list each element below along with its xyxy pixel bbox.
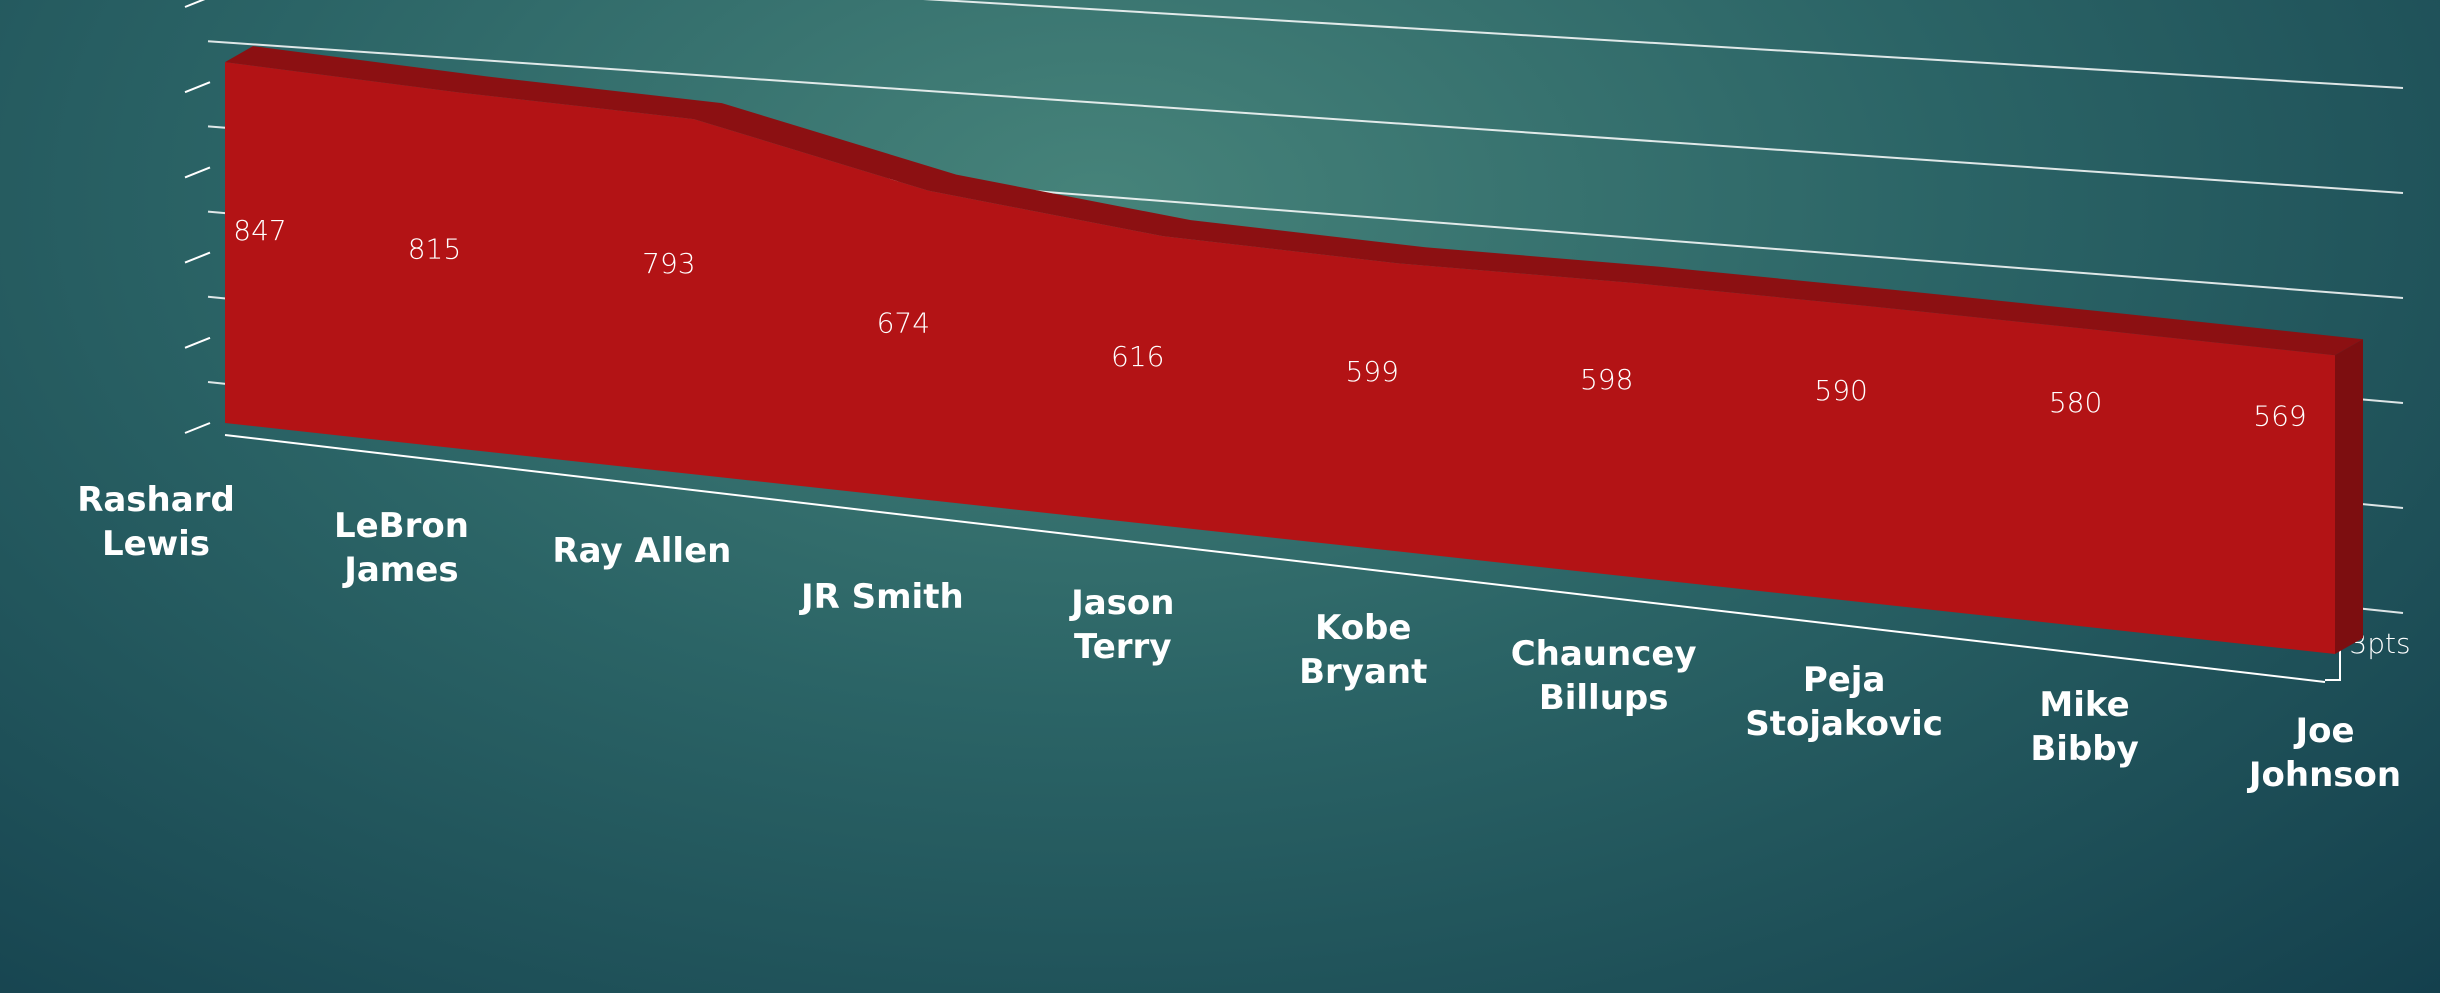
data-label: 590 bbox=[1814, 374, 1867, 407]
floor-line bbox=[224, 434, 2326, 683]
data-label: 598 bbox=[1580, 363, 1633, 396]
y-tick-mark bbox=[184, 422, 211, 434]
y-tick-mark bbox=[184, 251, 211, 264]
y-tick-mark bbox=[184, 336, 211, 349]
data-label: 674 bbox=[877, 307, 930, 340]
grid-line bbox=[923, 0, 2404, 89]
data-label: 599 bbox=[1345, 355, 1398, 388]
y-tick-mark bbox=[184, 81, 211, 94]
data-label: 793 bbox=[642, 247, 695, 280]
category-label: Rashard Lewis bbox=[77, 480, 235, 564]
category-label: Mike Bibby bbox=[2030, 685, 2139, 770]
y-tick-mark bbox=[184, 0, 206, 8]
data-label: 815 bbox=[408, 233, 461, 266]
category-label: JR Smith bbox=[800, 577, 964, 617]
data-label: 847 bbox=[233, 214, 286, 247]
data-label: 580 bbox=[2049, 386, 2102, 419]
category-label: Jason Terry bbox=[1071, 582, 1175, 667]
area-depth bbox=[225, 46, 2363, 356]
data-label: 616 bbox=[1111, 340, 1164, 373]
category-label: Ray Allen bbox=[552, 531, 732, 572]
category-label: Kobe Bryant bbox=[1299, 608, 1428, 693]
y-tick-mark bbox=[184, 166, 211, 179]
grid-line bbox=[207, 40, 2404, 194]
category-label: LeBron James bbox=[333, 505, 469, 590]
category-label: Peja Stojakovic bbox=[1745, 659, 1943, 744]
area-depth-side bbox=[2335, 339, 2363, 654]
data-label: 569 bbox=[2253, 399, 2306, 432]
area bbox=[225, 62, 2335, 655]
category-label: Joe Johnson bbox=[2248, 711, 2402, 795]
category-label: Chauncey Billups bbox=[1510, 634, 1697, 718]
